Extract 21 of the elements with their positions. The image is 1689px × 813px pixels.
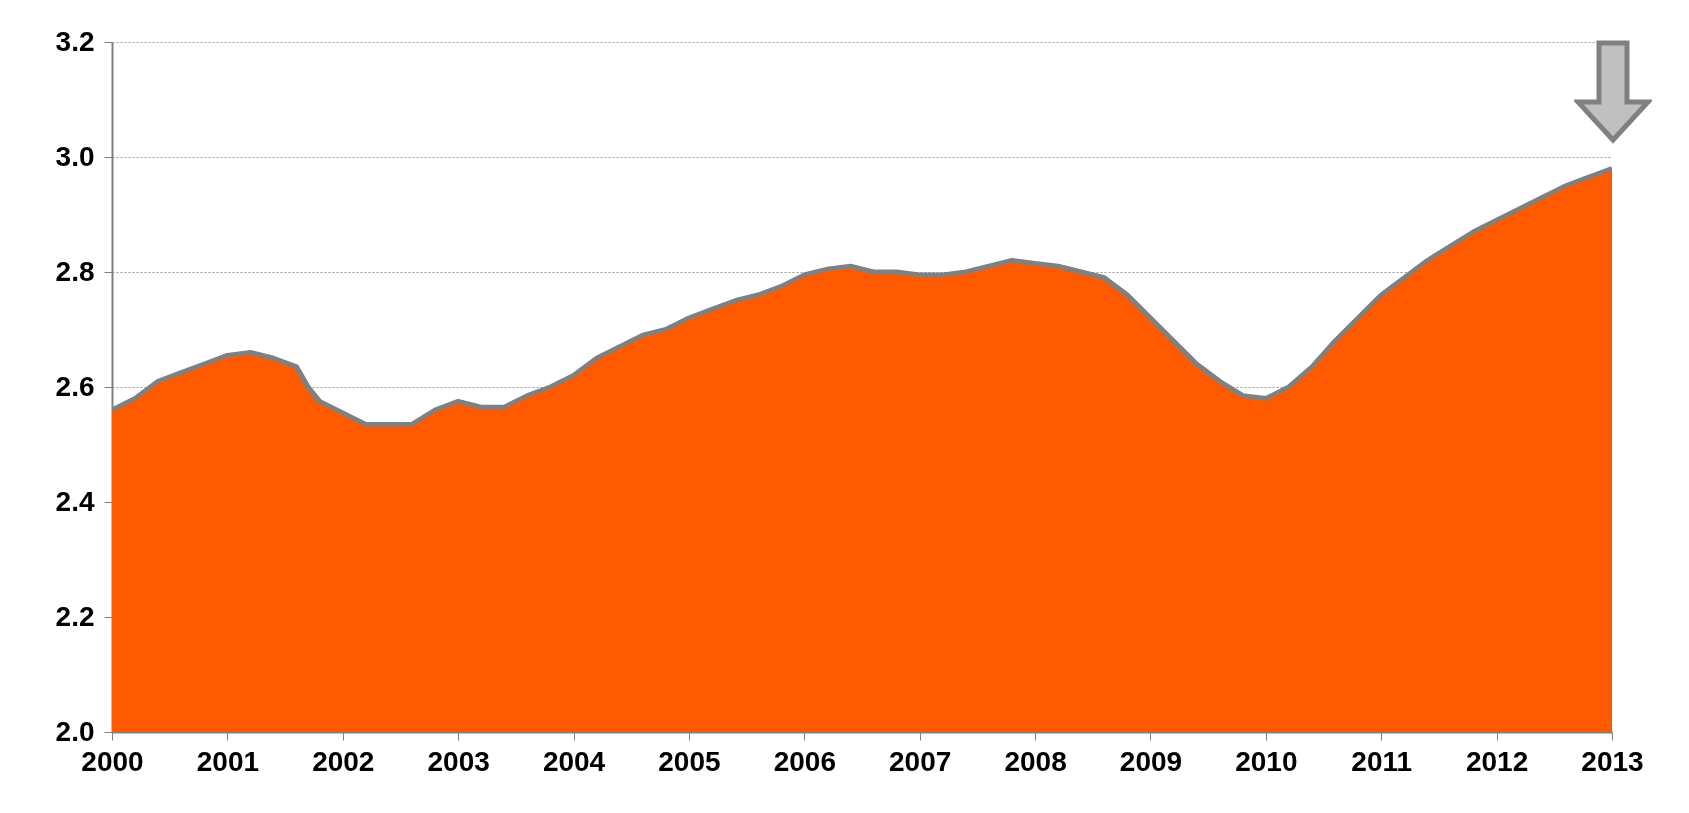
x-tick-label: 2004: [542, 745, 606, 777]
y-tick-label: 2.6: [55, 370, 95, 402]
y-tick-label: 2.2: [55, 600, 95, 632]
y-tick-label: 2.4: [55, 485, 95, 517]
x-tick-label: 2008: [1004, 745, 1067, 777]
x-tick-label: 2000: [81, 745, 144, 777]
y-tick-label: 3.2: [55, 25, 95, 57]
x-tick-label: 2001: [196, 745, 260, 777]
x-tick-label: 2011: [1351, 745, 1413, 777]
x-tick-label: 2002: [312, 745, 375, 777]
y-tick-label: 2.0: [55, 715, 95, 747]
y-tick-label: 3.0: [55, 140, 95, 172]
x-tick-label: 2013: [1581, 745, 1644, 777]
y-tick-label: 2.8: [55, 255, 95, 287]
x-tick-label: 2006: [773, 745, 836, 777]
x-tick-label: 2007: [889, 745, 952, 777]
x-tick-label: 2003: [427, 745, 490, 777]
x-tick-label: 2010: [1235, 745, 1298, 777]
x-tick-label: 2009: [1119, 745, 1183, 777]
x-tick-label: 2005: [658, 745, 721, 777]
x-tick-label: 2012: [1465, 745, 1529, 777]
